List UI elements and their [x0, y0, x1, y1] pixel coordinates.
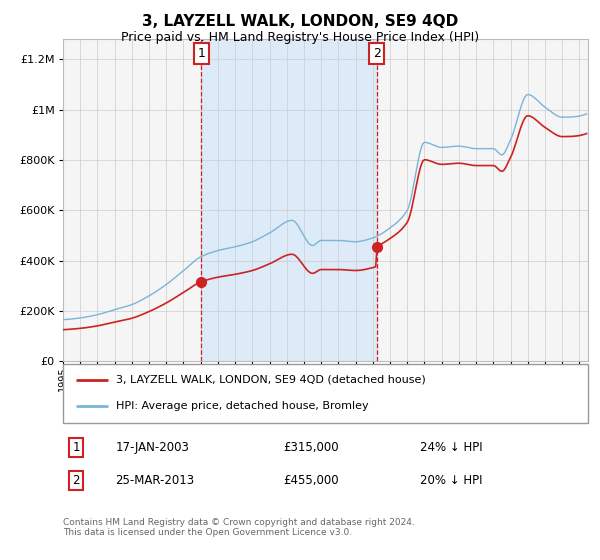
Text: £455,000: £455,000 — [284, 474, 339, 487]
Text: 24% ↓ HPI: 24% ↓ HPI — [420, 441, 482, 454]
Text: 1: 1 — [197, 47, 205, 60]
Text: 17-JAN-2003: 17-JAN-2003 — [115, 441, 190, 454]
FancyBboxPatch shape — [63, 364, 588, 423]
Text: 20% ↓ HPI: 20% ↓ HPI — [420, 474, 482, 487]
Text: Price paid vs. HM Land Registry's House Price Index (HPI): Price paid vs. HM Land Registry's House … — [121, 31, 479, 44]
Text: HPI: Average price, detached house, Bromley: HPI: Average price, detached house, Brom… — [115, 402, 368, 412]
Text: 25-MAR-2013: 25-MAR-2013 — [115, 474, 194, 487]
Bar — [202, 39, 377, 361]
Text: 3, LAYZELL WALK, LONDON, SE9 4QD: 3, LAYZELL WALK, LONDON, SE9 4QD — [142, 14, 458, 29]
Text: 1: 1 — [73, 441, 80, 454]
Text: 3, LAYZELL WALK, LONDON, SE9 4QD (detached house): 3, LAYZELL WALK, LONDON, SE9 4QD (detach… — [115, 375, 425, 385]
Text: 2: 2 — [73, 474, 80, 487]
Text: Contains HM Land Registry data © Crown copyright and database right 2024.
This d: Contains HM Land Registry data © Crown c… — [63, 518, 415, 538]
Text: £315,000: £315,000 — [284, 441, 339, 454]
Text: 2: 2 — [373, 47, 381, 60]
